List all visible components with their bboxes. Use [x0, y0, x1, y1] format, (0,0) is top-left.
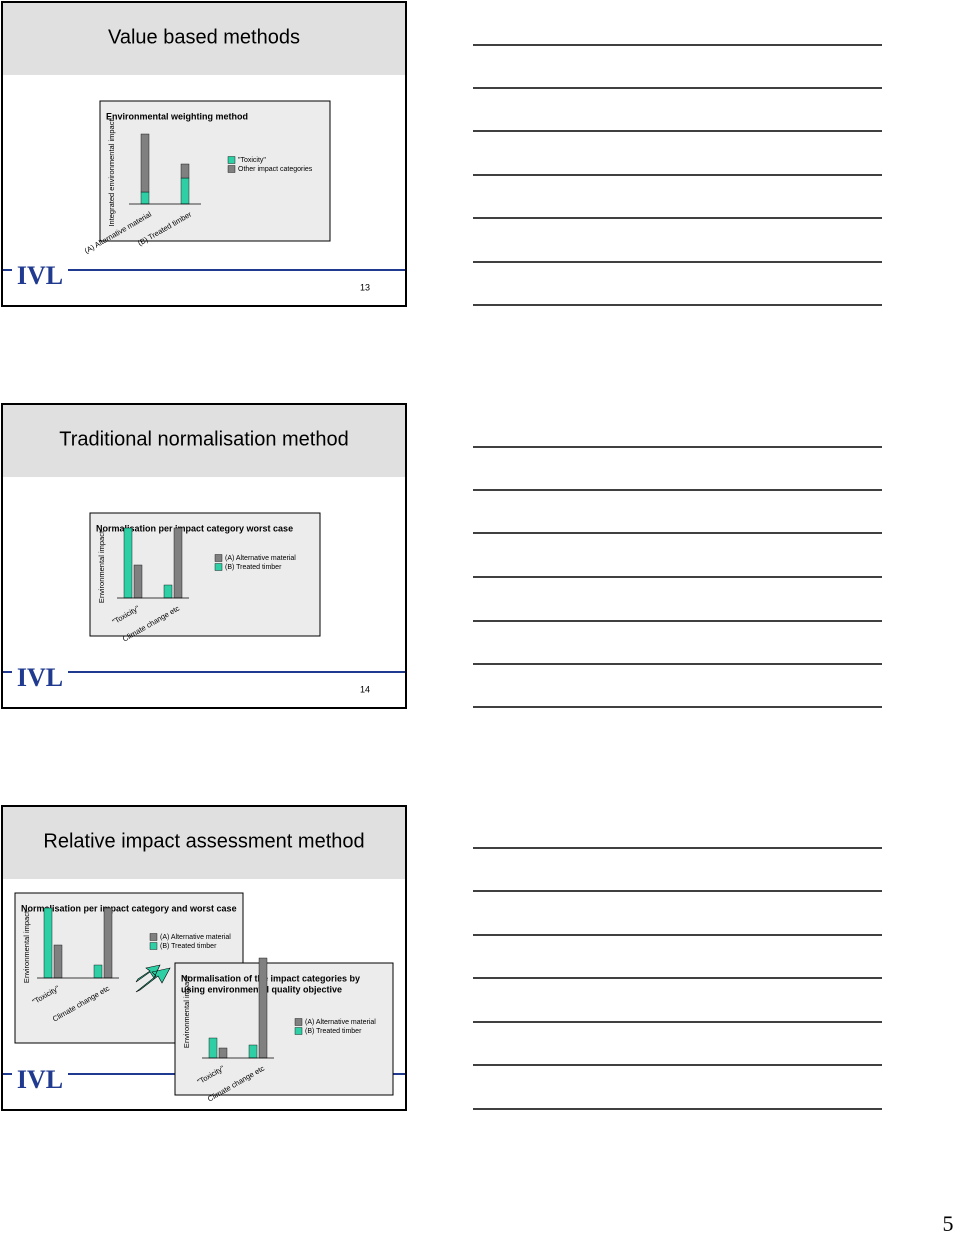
bar	[43, 907, 53, 979]
legend-swatch	[294, 1027, 303, 1035]
legend-swatch	[214, 563, 223, 571]
chart: Normalisation per impact category worst …	[89, 512, 321, 644]
y-axis-label: Integrated environmental impact	[107, 119, 116, 227]
legend-label: "Toxicity"	[238, 157, 266, 164]
legend-swatch	[227, 156, 236, 164]
page-number: 5	[943, 1211, 954, 1234]
slide-title: Relative impact assessment method	[43, 830, 364, 852]
chart-title: Normalisation of the impact categories b…	[181, 973, 360, 983]
slide-title-band	[3, 405, 405, 477]
slide-number: 14	[360, 684, 370, 694]
legend-label: (B) Treated timber	[305, 1028, 362, 1035]
y-axis-label: Environmental impact	[97, 530, 106, 603]
slide-title: Value based methods	[108, 26, 300, 48]
bar	[163, 584, 173, 599]
legend-swatch	[227, 165, 236, 173]
legend-swatch	[149, 933, 158, 941]
bar	[123, 527, 133, 599]
bar	[93, 964, 103, 979]
notes-lines	[473, 44, 882, 1110]
y-axis-label: Environmental impact	[22, 910, 31, 983]
bar-segment	[180, 163, 190, 179]
slide-title: Traditional normalisation method	[59, 428, 348, 450]
logo: IVL	[17, 1065, 63, 1094]
bar	[218, 1047, 228, 1059]
legend-label: (B) Treated timber	[160, 943, 217, 950]
slide-title-band	[3, 3, 405, 75]
bar-segment	[140, 191, 150, 205]
slide: Value based methods IVL 13	[1, 1, 407, 307]
chart-frame	[174, 962, 394, 1096]
chart-title: Normalisation per impact category worst …	[96, 523, 293, 533]
chart-title: Normalisation per impact category and wo…	[21, 903, 237, 913]
bar	[53, 944, 63, 979]
logo: IVL	[17, 261, 63, 290]
bar-segment	[140, 133, 150, 193]
slide-title-band	[3, 807, 405, 879]
y-axis-label: Environmental impact	[182, 975, 191, 1048]
chart: Environmental weighting methodIntegrated…	[83, 100, 331, 255]
bar	[133, 564, 143, 599]
legend-swatch	[149, 942, 158, 950]
chart-frame	[99, 100, 331, 242]
legend-swatch	[214, 554, 223, 562]
logo: IVL	[17, 663, 63, 692]
legend-swatch	[294, 1018, 303, 1026]
legend-label: (A) Alternative material	[305, 1019, 376, 1026]
legend-label: (A) Alternative material	[160, 934, 231, 941]
bar	[103, 907, 113, 979]
legend-label: (B) Treated timber	[225, 564, 282, 571]
arrow	[135, 964, 171, 993]
bar	[248, 1044, 258, 1059]
legend-label: Other impact categories	[238, 166, 313, 173]
legend-label: (A) Alternative material	[225, 555, 296, 562]
chart-title: Environmental weighting method	[106, 111, 248, 121]
bar	[258, 957, 268, 1059]
bar	[208, 1037, 218, 1059]
chart: Normalisation of the impact categories b…	[174, 957, 394, 1104]
slide-number: 13	[360, 282, 370, 292]
bar	[173, 527, 183, 599]
bar-segment	[180, 177, 190, 205]
